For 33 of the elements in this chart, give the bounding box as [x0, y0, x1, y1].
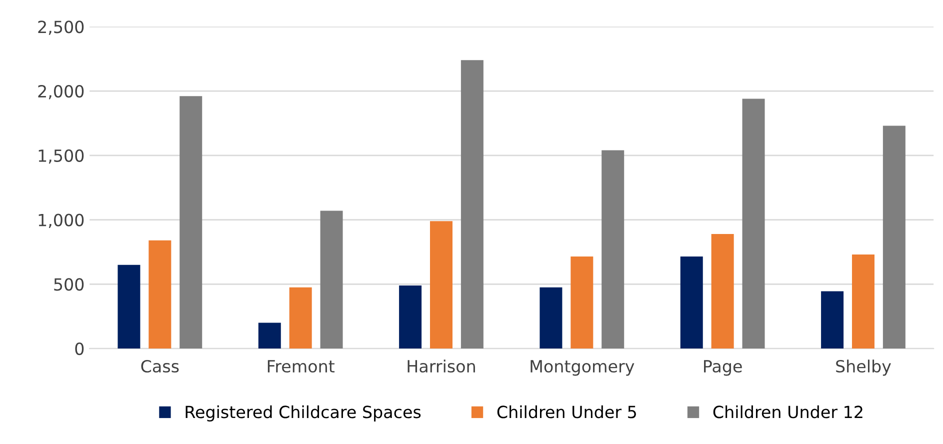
- bar: [570, 256, 594, 349]
- y-tick-label: 1,500: [38, 149, 84, 164]
- bar: [148, 240, 172, 349]
- y-tick-label: 2,500: [38, 20, 84, 35]
- bar: [180, 96, 202, 349]
- y-tick-label: 1,000: [38, 214, 84, 228]
- bar: [540, 287, 562, 349]
- bar: [680, 256, 703, 349]
- y-tick-label: 500: [54, 278, 84, 291]
- x-tick-label: Cass: [141, 360, 179, 373]
- y-tick-label: 0: [75, 342, 84, 356]
- bar: [289, 287, 312, 349]
- bar: [852, 254, 874, 349]
- bar: [258, 322, 281, 349]
- bar: [118, 264, 140, 349]
- x-tick-label: Page: [704, 360, 742, 376]
- legend-label: Children Under 5: [497, 405, 636, 418]
- x-tick-label: Shelby: [836, 360, 891, 376]
- bar: [821, 291, 844, 349]
- bar: [320, 210, 343, 349]
- x-tick-label: Harrison: [408, 360, 475, 373]
- bar: [711, 234, 734, 349]
- bar: [399, 285, 422, 349]
- bar: [430, 221, 452, 349]
- y-tick-label: 2,000: [38, 84, 84, 100]
- x-tick-label: Montgomery: [530, 360, 634, 376]
- x-tick-label: Fremont: [268, 360, 334, 373]
- legend-label: Registered Childcare Spaces: [186, 405, 421, 422]
- bar: [742, 98, 765, 349]
- bar: [882, 126, 906, 349]
- legend-label: Children Under 12: [713, 405, 862, 418]
- bar: [602, 150, 624, 349]
- bar: [460, 60, 484, 349]
